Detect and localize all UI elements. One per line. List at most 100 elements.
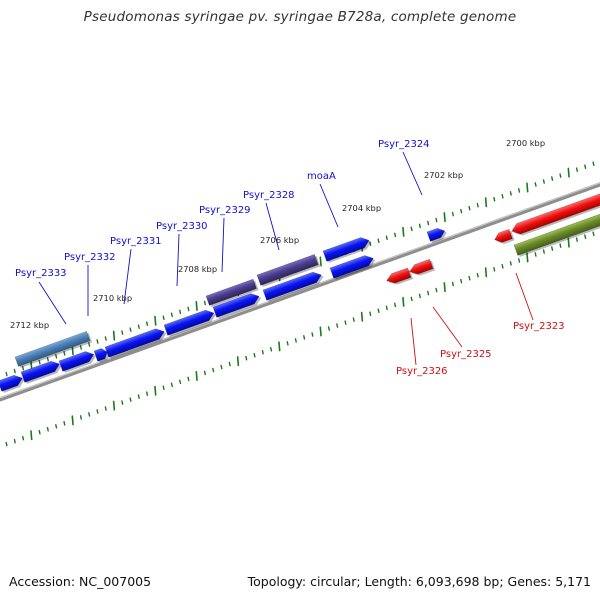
minor-tick [137, 394, 140, 399]
minor-tick [162, 315, 165, 321]
major-tick [112, 400, 116, 411]
gene-label[interactable]: Psyr_2329 [199, 205, 251, 216]
minor-tick [270, 346, 273, 352]
minor-tick [534, 252, 537, 257]
minor-tick [79, 345, 82, 350]
minor-tick [203, 370, 206, 376]
minor-tick [575, 237, 578, 242]
minor-tick [96, 409, 99, 414]
minor-tick [435, 217, 438, 223]
gene-body [322, 237, 370, 262]
minor-tick [509, 261, 512, 266]
minor-tick [63, 351, 66, 356]
gene-label[interactable]: Psyr_2333 [15, 268, 67, 279]
major-tick [319, 256, 322, 267]
leader-line [176, 233, 180, 287]
major-tick [484, 267, 488, 278]
minor-tick [460, 278, 463, 284]
minor-tick [286, 341, 289, 346]
major-tick [30, 360, 33, 371]
minor-tick [518, 188, 521, 193]
minor-tick [410, 226, 413, 232]
minor-tick [79, 415, 82, 420]
minor-tick [88, 412, 91, 417]
minor-tick [592, 231, 595, 237]
minor-tick [179, 309, 182, 315]
scale-label: 2702 kbp [424, 170, 463, 180]
gene-body [511, 191, 600, 235]
minor-tick [170, 382, 173, 388]
gene-body [386, 267, 412, 284]
leader-line [221, 217, 225, 273]
minor-tick [104, 406, 107, 411]
minor-tick [377, 238, 380, 244]
minor-tick [501, 264, 504, 269]
scale-label: 2700 kbp [506, 138, 545, 148]
major-tick [195, 300, 198, 311]
gene-forward [329, 255, 376, 280]
major-tick [402, 296, 405, 307]
minor-tick [584, 234, 587, 240]
gene-body [20, 360, 60, 383]
minor-tick [369, 241, 372, 247]
minor-tick [129, 397, 132, 402]
minor-tick [435, 287, 438, 293]
minor-tick [311, 332, 314, 337]
minor-tick [584, 164, 587, 170]
gene-forward [58, 351, 96, 373]
minor-tick [410, 296, 413, 302]
minor-tick [468, 205, 471, 211]
minor-tick [245, 355, 248, 361]
leader-line [319, 183, 339, 228]
minor-tick [394, 232, 397, 238]
gene-label[interactable]: Psyr_2324 [378, 139, 430, 150]
minor-tick [551, 246, 554, 251]
gene-body [212, 293, 260, 318]
minor-tick [542, 179, 545, 184]
gene-label[interactable]: Psyr_2328 [243, 190, 295, 201]
gene-label[interactable]: Psyr_2332 [64, 252, 116, 263]
minor-tick [303, 335, 306, 340]
minor-tick [38, 429, 41, 435]
minor-tick [162, 385, 165, 391]
gene-label[interactable]: moaA [307, 171, 336, 182]
minor-tick [468, 275, 471, 281]
minor-tick [336, 323, 339, 328]
minor-tick [493, 267, 496, 272]
gene-label[interactable]: Psyr_2325 [440, 349, 492, 360]
major-tick [112, 330, 116, 341]
gene-label[interactable]: Psyr_2330 [156, 221, 208, 232]
minor-tick [476, 202, 479, 208]
major-tick [360, 311, 364, 322]
minor-tick [22, 435, 25, 441]
minor-tick [460, 208, 463, 214]
leader-line [410, 317, 417, 366]
major-tick [526, 182, 529, 193]
scale-label: 2706 kbp [260, 235, 299, 245]
minor-tick [542, 249, 545, 254]
gene-body [262, 271, 322, 301]
gene-label[interactable]: Psyr_2323 [513, 321, 565, 332]
minor-tick [559, 173, 562, 178]
scale-label: 2710 kbp [93, 293, 132, 303]
gene-body [163, 309, 215, 336]
gene-label[interactable]: Psyr_2331 [110, 236, 162, 247]
minor-tick [129, 327, 132, 332]
scale-label: 2708 kbp [178, 264, 217, 274]
scale-label: 2704 kbp [342, 203, 381, 213]
minor-tick [146, 321, 149, 327]
minor-tick [146, 391, 149, 397]
major-tick [319, 326, 322, 337]
minor-tick [369, 311, 372, 317]
major-tick [30, 430, 33, 441]
major-tick [484, 197, 488, 208]
gene-forward [163, 309, 217, 337]
minor-tick [220, 364, 223, 370]
gene-label[interactable]: Psyr_2326 [396, 366, 448, 377]
major-tick [236, 356, 240, 367]
tick-row-lower [5, 231, 595, 447]
minor-tick [427, 220, 430, 226]
gene-operon-blue [14, 331, 93, 368]
minor-tick [559, 243, 562, 248]
